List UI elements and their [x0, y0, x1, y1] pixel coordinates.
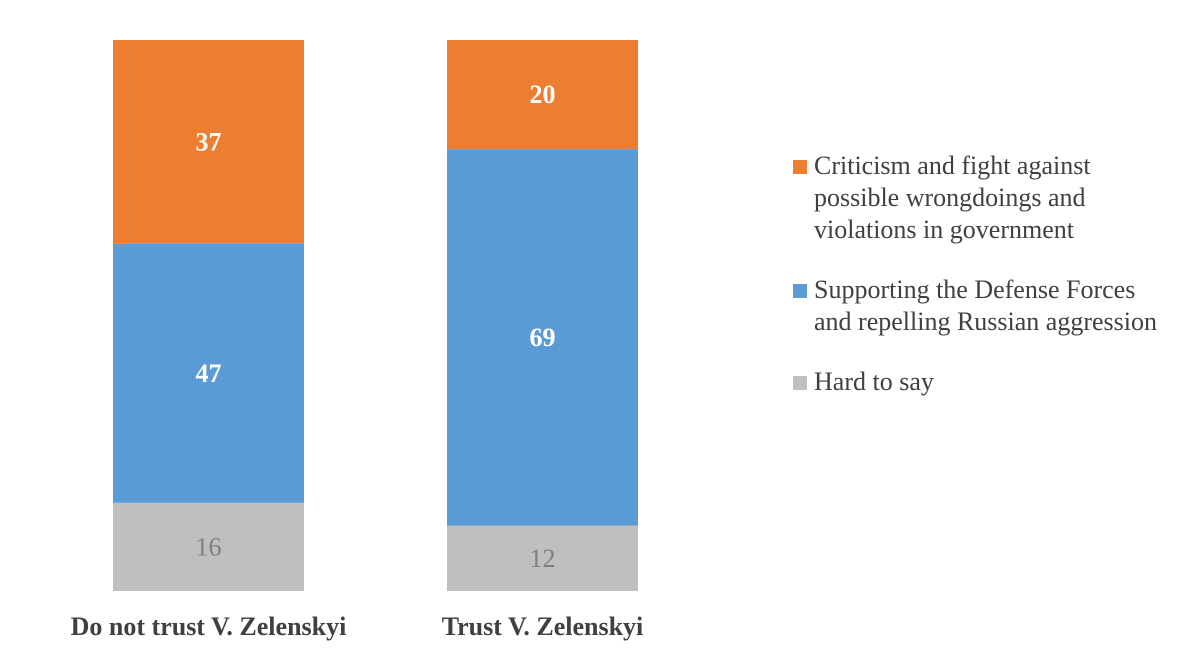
data-label-do-not-trust-supporting: 47 — [196, 359, 222, 388]
legend-label-supporting: Supporting the Defense Forces and repell… — [814, 275, 1157, 336]
legend-label-hard-to-say: Hard to say — [814, 367, 934, 396]
legend-item-hard-to-say: Hard to say — [793, 366, 1163, 398]
bar-segment-do-not-trust-hard-to-say — [113, 502, 304, 591]
legend-swatch-supporting — [793, 284, 807, 298]
data-labels-group: 16 47 37 12 69 20 — [196, 80, 556, 573]
bar-segment-trust-hard-to-say — [447, 525, 638, 591]
legend: Criticism and fight against possible wro… — [793, 150, 1163, 426]
category-labels-group: Do not trust V. Zelenskyi Trust V. Zelens… — [71, 612, 644, 641]
bar-segment-trust-supporting — [447, 149, 638, 526]
data-label-do-not-trust-criticism: 37 — [196, 127, 222, 156]
bar-segment-do-not-trust-supporting — [113, 243, 304, 503]
legend-label-criticism: Criticism and fight against possible wro… — [814, 151, 1091, 244]
bar-segment-trust-criticism — [447, 40, 638, 150]
category-label-do-not-trust: Do not trust V. Zelenskyi — [71, 612, 347, 641]
category-label-trust: Trust V. Zelenskyi — [442, 612, 644, 641]
legend-item-criticism: Criticism and fight against possible wro… — [793, 150, 1163, 246]
data-label-trust-supporting: 69 — [530, 323, 556, 352]
data-label-trust-hard-to-say: 12 — [530, 544, 556, 573]
legend-swatch-criticism — [793, 160, 807, 174]
data-label-do-not-trust-hard-to-say: 16 — [196, 532, 222, 561]
data-label-trust-criticism: 20 — [530, 80, 556, 109]
bar-segment-do-not-trust-criticism — [113, 40, 304, 244]
bars-group — [113, 40, 638, 591]
legend-item-supporting: Supporting the Defense Forces and repell… — [793, 274, 1163, 338]
legend-swatch-hard-to-say — [793, 376, 807, 390]
